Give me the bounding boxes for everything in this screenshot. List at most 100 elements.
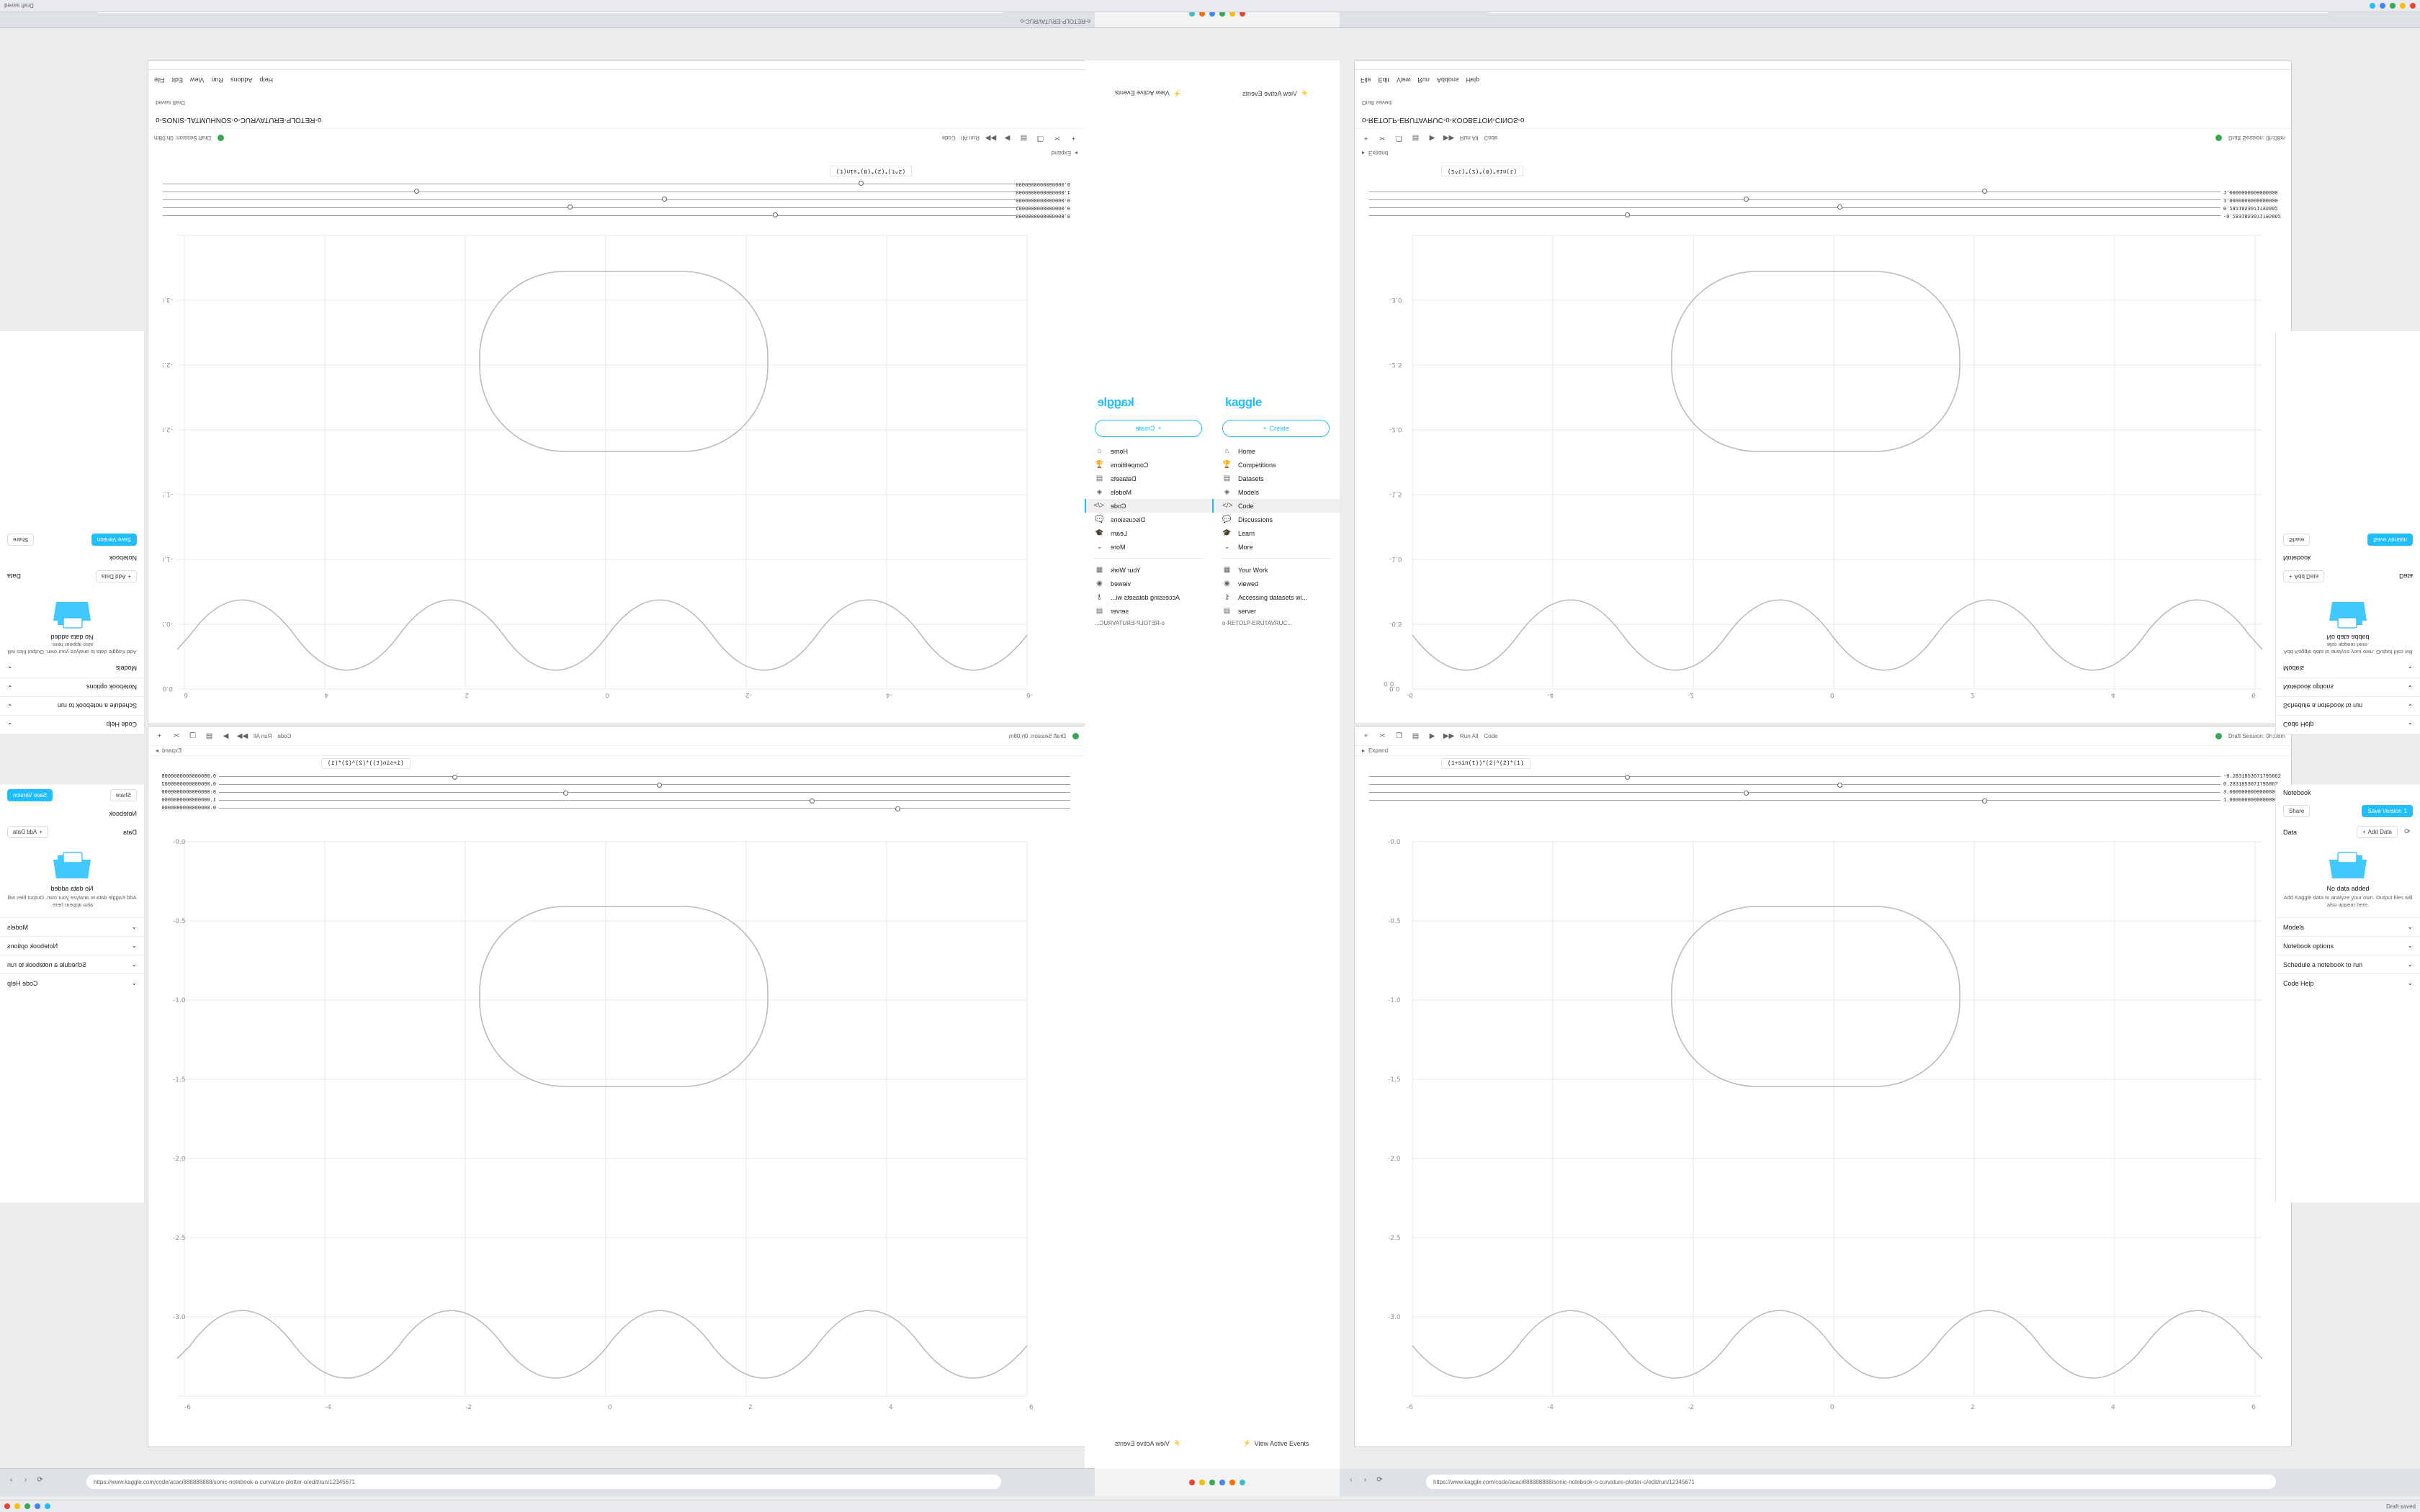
run-all-icon[interactable]: ▶▶ (1443, 134, 1455, 143)
tab-label[interactable]: o-RETOLP-ERUTAVRUC-o (1020, 18, 1090, 24)
sidebar-item-code[interactable]: </> Code (1212, 499, 1340, 513)
save-version-button[interactable]: Save Version (2367, 533, 2413, 546)
rail-section-models[interactable]: Models ⌄ (2276, 660, 2420, 678)
run-all-label[interactable]: Run All (1460, 732, 1479, 739)
create-button[interactable]: + Create (1222, 420, 1330, 437)
code-cell-top-left[interactable]: (2^t)*(2)*(0)*sin(t) (829, 166, 912, 176)
code-dropdown[interactable]: Code (1484, 732, 1498, 739)
sidebar-item-learn[interactable]: 🎓 Learn (1222, 529, 1255, 537)
rail-section-schedule-2[interactable]: ⌄ Schedule a notebook to run (0, 955, 144, 974)
sidebar-item-server[interactable]: ▤ server (1095, 607, 1129, 615)
chevron-down-icon[interactable]: ⌄ (131, 942, 137, 950)
chevron-down-icon[interactable]: ⌄ (7, 665, 13, 672)
rail-actions-row-3[interactable]: Share Save Version 1 (2276, 801, 2420, 822)
reload-icon[interactable]: ⟳ (1376, 1476, 1383, 1484)
rail-section-code-help-2[interactable]: ⌄ Code Help (0, 973, 144, 993)
back-icon[interactable]: ‹ (1349, 1476, 1353, 1484)
chevron-down-icon[interactable]: ⌄ (2407, 979, 2413, 987)
sidebar-item-accessing[interactable]: ⚷ Accessing datasets wi... (1085, 590, 1212, 604)
sidebar-item-your-work[interactable]: ▦ Your Work (1095, 566, 1141, 574)
rail-section-notebook-options-3[interactable]: Notebook options ⌄ (2276, 936, 2420, 955)
menu-view[interactable]: View (1397, 76, 1411, 84)
rail-section-notebook-options-2[interactable]: ⌄ Notebook options (0, 936, 144, 955)
menu-run[interactable]: Run (211, 76, 223, 84)
expand-row-bottom-right[interactable]: ▸ Expand (1355, 745, 2291, 756)
sidebar-item-code[interactable]: </> Code (1085, 499, 1212, 513)
run-icon[interactable]: ▶ (1429, 134, 1435, 143)
share-button[interactable]: Share (2283, 805, 2311, 817)
run-icon[interactable]: ▶ (1429, 732, 1435, 740)
chevron-down-icon[interactable]: ⌄ (7, 721, 13, 729)
sidebar-item-competitions[interactable]: 🏆 Competitions (1222, 461, 1276, 469)
rail-section-models-2[interactable]: ⌄ Models (0, 917, 144, 937)
rail-data-row-3[interactable]: Data + Add Data ⟳ (2276, 822, 2420, 842)
cut-icon[interactable]: ✂ (1379, 732, 1386, 740)
menu-file[interactable]: File (1361, 76, 1371, 84)
run-all-icon[interactable]: ▶▶ (1443, 732, 1455, 740)
menu-addons[interactable]: Addons (230, 76, 253, 84)
copy-icon[interactable]: ❐ (1396, 134, 1402, 143)
chevron-down-icon[interactable]: ⌄ (131, 960, 137, 968)
save-version-button[interactable]: Save Version 1 (2362, 805, 2413, 817)
sidebar-item-home[interactable]: ⌂ Home (1212, 444, 1340, 458)
copy-icon[interactable]: ❐ (1396, 732, 1402, 740)
add-cell-icon[interactable]: + (1071, 134, 1076, 143)
reload-icon[interactable]: ⟳ (37, 1476, 43, 1484)
run-all-icon[interactable]: ▶▶ (985, 134, 997, 143)
rail-section-schedule[interactable]: Schedule a notebook to run ⌄ (2276, 697, 2420, 716)
run-all-icon[interactable]: ▶▶ (236, 732, 248, 740)
chevron-down-icon[interactable]: ⌄ (2407, 703, 2413, 710)
menu-edit[interactable]: Edit (1378, 76, 1390, 84)
sidebar-item-your-work[interactable]: ▦ Your Work (1223, 566, 1268, 574)
copy-icon[interactable]: ❐ (1037, 134, 1044, 143)
paste-icon[interactable]: ▤ (1412, 134, 1420, 143)
sidebar-item-more[interactable]: ⌄ More (1085, 540, 1212, 554)
share-button[interactable]: Share (109, 789, 137, 801)
sidebar-item-discussions[interactable]: 💬 Discussions (1222, 516, 1273, 523)
paste-icon[interactable]: ▤ (205, 732, 213, 740)
kaggle-logo[interactable]: kaggle (1098, 395, 1134, 409)
kaggle-logo[interactable]: kaggle (1225, 395, 1262, 409)
sidebar-item-server[interactable]: ▤ server (1223, 607, 1257, 615)
menu-edit[interactable]: Edit (171, 76, 184, 84)
menu-help[interactable]: Help (1466, 76, 1479, 84)
view-active-events-bottom[interactable]: ⚡ View Active Events ⚡ View Active Events (1115, 1439, 1309, 1447)
code-cell-top-right[interactable]: (2^t)*(2)*(0)*sin(t) (1441, 166, 1524, 176)
sidebar-item-learn[interactable]: 🎓 Learn (1095, 529, 1128, 537)
share-button[interactable]: Share (7, 533, 35, 546)
add-cell-icon[interactable]: + (157, 732, 162, 740)
notebook-toolbar-bottom-left[interactable]: Draft Session: 0h:08m Code Run All ▶▶ ▶ … (148, 726, 1085, 746)
add-cell-icon[interactable]: + (1363, 134, 1368, 143)
cut-icon[interactable]: ✂ (1054, 134, 1060, 143)
rail-section-models[interactable]: Models ⌄ (0, 660, 144, 678)
sidebar-item-home[interactable]: ⌂ Home (1085, 444, 1212, 458)
view-active-events-top[interactable]: ⚡ View Active Events ⚡ View Active Events (1115, 89, 1309, 97)
menu-addons[interactable]: Addons (1436, 76, 1459, 84)
sidebar-item-competitions[interactable]: 🏆 Competitions (1095, 461, 1149, 469)
nav-buttons-bottom-right[interactable]: ‹ › ⟳ (1345, 1475, 1385, 1485)
menu-help[interactable]: Help (259, 76, 273, 84)
run-all-label[interactable]: Run All (254, 732, 272, 739)
sidebar-item-accessing[interactable]: ⚷ Accessing datasets wi... (1212, 590, 1340, 604)
back-icon[interactable]: ‹ (9, 1476, 13, 1484)
expand-row-top-right[interactable]: ▸ Expand (1362, 150, 1389, 157)
notebook-toolbar-bottom-right[interactable]: + ✂ ❐ ▤ ▶ ▶▶ Run All Code Draft Session:… (1355, 726, 2291, 746)
sidebar-item-models[interactable]: ◈ Models (1212, 485, 1340, 499)
sidebar-item-datasets[interactable]: ▤ Datasets (1095, 474, 1137, 482)
nav-buttons-bottom-left[interactable]: ‹ › ⟳ (6, 1475, 45, 1485)
run-icon[interactable]: ▶ (223, 732, 229, 740)
chevron-down-icon[interactable]: ⌄ (2407, 721, 2413, 729)
taskbar-bottom[interactable]: Draft saved (0, 1500, 2420, 1512)
paste-icon[interactable]: ▤ (1020, 134, 1028, 143)
add-data-button[interactable]: + Add Data (95, 570, 137, 582)
sidebar-item-datasets[interactable]: ▤ Datasets (1223, 474, 1264, 482)
code-cell-bottom-left[interactable]: (1+sin(t))*(2)^(2)*(1) (321, 758, 411, 769)
notebook-toolbar-top-left[interactable]: + ✂ ❐ ▤ ▶ ▶▶ Run All Code Draft Session:… (148, 128, 1085, 148)
rail-section-code-help[interactable]: Code Help ⌄ (0, 716, 144, 734)
chevron-down-icon[interactable]: ⌄ (2407, 923, 2413, 931)
forward-icon[interactable]: › (24, 1476, 27, 1484)
sidebar-item-viewed[interactable]: ◉ viewed (1085, 577, 1212, 590)
create-button[interactable]: + Create (1095, 420, 1202, 437)
rail-actions-row[interactable]: Share Save Version (2276, 529, 2420, 550)
rail-section-notebook-options[interactable]: Notebook options ⌄ (2276, 678, 2420, 697)
